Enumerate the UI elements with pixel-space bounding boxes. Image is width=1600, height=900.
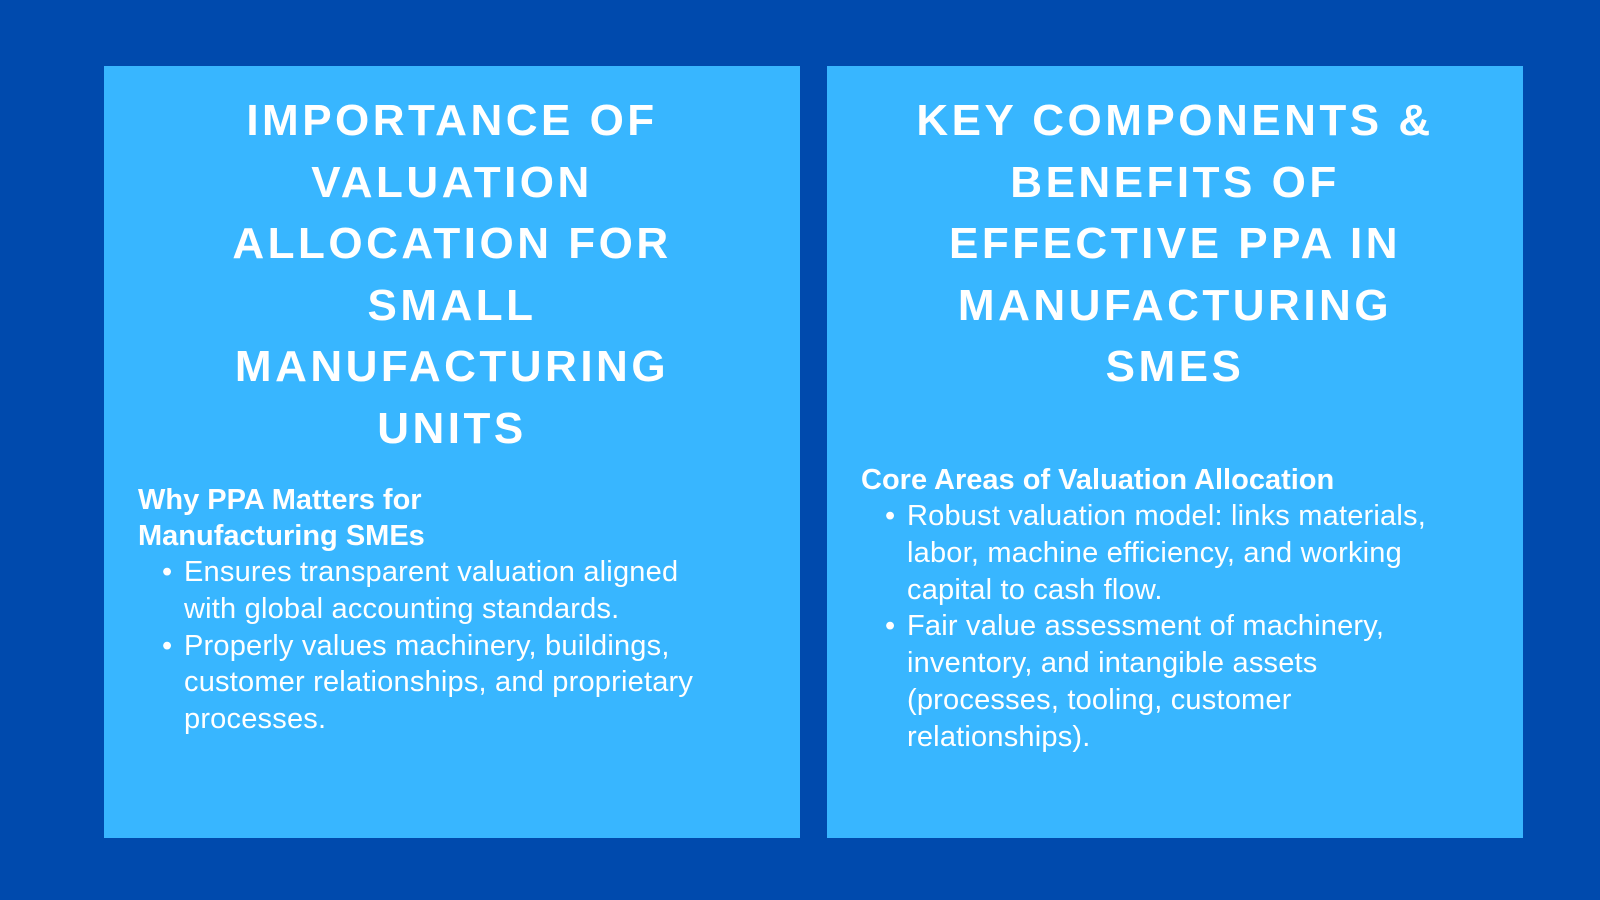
- panel-title: IMPORTANCE OF VALUATION ALLOCATION FOR S…: [232, 96, 672, 453]
- bullet-list: • Robust valuation model: links materials…: [861, 498, 1467, 756]
- panel-subheading: Core Areas of Valuation Allocation: [861, 464, 1335, 496]
- bullet-list: • Ensures transparent valuation aligned w…: [138, 554, 724, 738]
- panel-title: KEY COMPONENTS & BENEFITS OF EFFECTIVE P…: [916, 96, 1434, 391]
- components-panel: KEY COMPONENTS & BENEFITS OF EFFECTIVE P…: [827, 66, 1523, 838]
- bullet-icon: •: [885, 500, 896, 532]
- list-item: • Properly values machinery, buildings, c…: [162, 629, 694, 736]
- list-item: • Ensures transparent valuation aligned w…: [162, 556, 679, 625]
- importance-panel: IMPORTANCE OF VALUATION ALLOCATION FOR S…: [104, 66, 800, 838]
- list-item: • Fair value assessment of machinery, inv…: [885, 610, 1385, 753]
- bullet-icon: •: [162, 629, 173, 662]
- panel-subheading: Why PPA Matters for Manufacturing SMEs: [138, 484, 425, 552]
- bullet-icon: •: [885, 610, 896, 643]
- bullet-icon: •: [162, 556, 173, 588]
- list-item: • Robust valuation model: links materials…: [885, 500, 1426, 606]
